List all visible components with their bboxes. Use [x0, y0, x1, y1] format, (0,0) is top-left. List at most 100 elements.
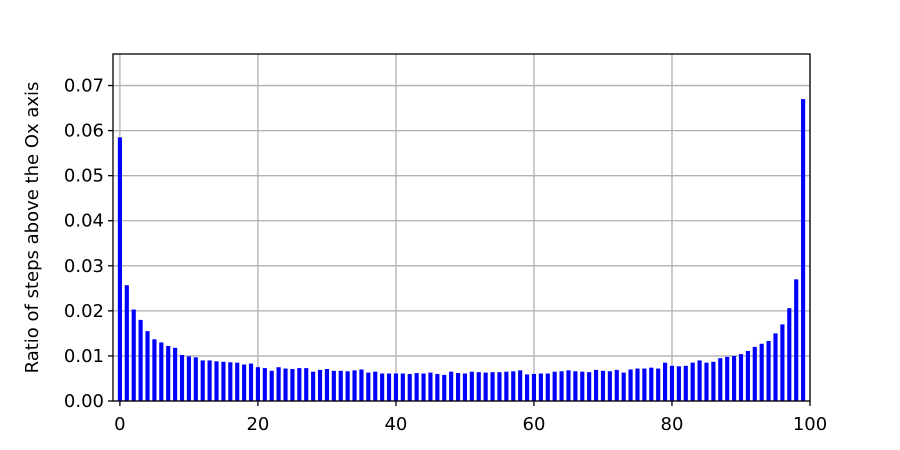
bar-35 — [359, 369, 364, 401]
bar-70 — [600, 370, 606, 401]
bar-5 — [152, 339, 157, 401]
y-tick-label-6: 0.06 — [64, 121, 104, 142]
bar-89 — [732, 355, 737, 401]
bar-97 — [787, 308, 792, 401]
bar-7 — [166, 346, 171, 401]
y-axis-label: Ratio of steps above the Ox axis — [22, 82, 43, 374]
bar-48 — [449, 371, 454, 401]
bar-54 — [490, 372, 495, 401]
bar-3 — [138, 319, 143, 401]
y-tick-label-2: 0.02 — [64, 301, 104, 322]
bar-47 — [442, 374, 447, 401]
bar-65 — [566, 370, 571, 401]
bar-0 — [117, 137, 122, 402]
bar-72 — [614, 369, 619, 401]
bar-85 — [704, 362, 709, 401]
bar-76 — [642, 368, 647, 401]
bar-80 — [669, 365, 675, 401]
x-tick-label-2: 40 — [384, 414, 407, 435]
bar-69 — [593, 369, 599, 401]
bar-77 — [649, 367, 654, 401]
bar-31 — [331, 370, 336, 401]
bar-13 — [207, 360, 212, 401]
bar-93 — [759, 343, 764, 401]
bar-30 — [324, 369, 330, 401]
bar-92 — [752, 346, 757, 401]
bar-19 — [248, 363, 254, 401]
bar-38 — [380, 373, 385, 401]
bar-20 — [255, 367, 260, 401]
y-tick-label-0: 0.00 — [64, 391, 104, 412]
bar-63 — [552, 371, 557, 401]
bar-42 — [407, 373, 412, 401]
bar-68 — [587, 372, 592, 401]
bar-15 — [221, 361, 226, 401]
bar-18 — [242, 364, 247, 401]
grid — [113, 54, 811, 402]
bar-26 — [297, 368, 302, 401]
bars — [117, 99, 806, 402]
bar-16 — [228, 362, 233, 401]
bar-40 — [393, 373, 399, 401]
plot-frame — [112, 53, 811, 402]
bar-55 — [497, 372, 502, 401]
y-tick-labels: 0.00 0.01 0.02 0.03 0.04 0.05 0.06 0.07 — [64, 76, 104, 412]
bar-83 — [690, 362, 695, 401]
bar-91 — [745, 350, 750, 401]
axis-ticks — [108, 84, 811, 406]
bar-99 — [801, 99, 806, 401]
bar-10 — [186, 356, 191, 401]
bar-32 — [338, 370, 343, 401]
bar-25 — [290, 369, 295, 401]
bar-81 — [676, 366, 681, 401]
y-tick-label-4: 0.04 — [64, 211, 104, 232]
bar-11 — [193, 357, 198, 401]
bar-94 — [766, 341, 771, 401]
bar-23 — [276, 367, 281, 401]
bar-12 — [200, 360, 205, 401]
bar-84 — [697, 360, 702, 401]
x-tick-label-4: 80 — [661, 414, 684, 435]
bar-53 — [483, 372, 488, 401]
bar-87 — [718, 358, 723, 401]
bar-86 — [711, 361, 716, 401]
bar-6 — [159, 342, 164, 401]
bar-66 — [573, 371, 578, 401]
bar-88 — [725, 356, 730, 401]
bar-1 — [124, 285, 129, 401]
bar-82 — [683, 365, 688, 401]
bar-75 — [635, 368, 640, 401]
y-tick-label-5: 0.05 — [64, 166, 104, 187]
bar-49 — [455, 373, 461, 401]
bar-62 — [545, 373, 550, 401]
x-tick-label-0: 0 — [114, 414, 125, 435]
bar-28 — [311, 371, 316, 401]
bar-51 — [469, 371, 474, 401]
x-tick-label-3: 60 — [523, 414, 546, 435]
bar-33 — [345, 371, 350, 401]
bar-98 — [794, 279, 799, 401]
y-tick-label-1: 0.01 — [64, 346, 104, 367]
bar-4 — [145, 331, 150, 401]
bar-64 — [559, 371, 564, 401]
bar-60 — [531, 373, 537, 401]
bar-50 — [462, 373, 468, 401]
bar-71 — [607, 371, 612, 401]
bar-45 — [428, 372, 433, 401]
bar-17 — [235, 362, 240, 401]
bar-29 — [317, 369, 323, 401]
bar-56 — [504, 371, 509, 401]
bar-46 — [435, 373, 440, 401]
bar-21 — [262, 368, 267, 401]
bar-9 — [179, 355, 185, 401]
bar-74 — [628, 369, 633, 401]
bar-58 — [518, 370, 523, 401]
bar-79 — [663, 362, 668, 401]
bar-22 — [269, 370, 274, 401]
bar-24 — [283, 368, 288, 401]
bar-37 — [373, 371, 378, 401]
bar-27 — [304, 368, 309, 401]
bar-41 — [400, 373, 405, 401]
bar-67 — [580, 371, 585, 401]
